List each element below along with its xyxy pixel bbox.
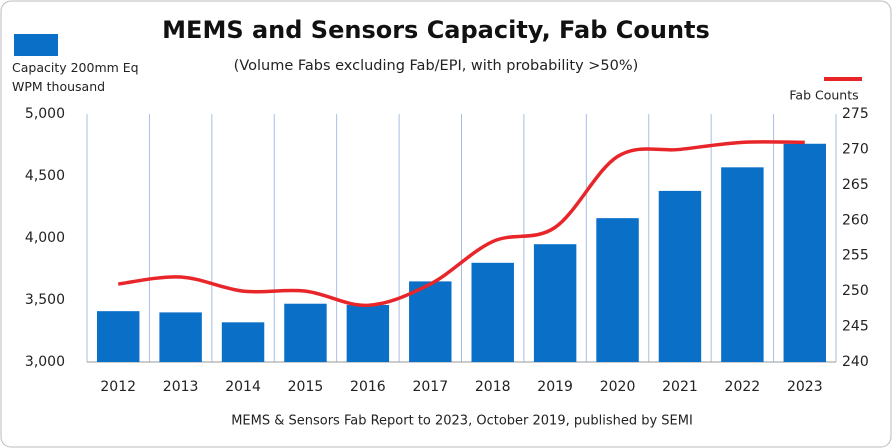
x-tick-label: 2022: [725, 379, 761, 395]
y-tick-label: 5,000: [25, 106, 65, 122]
x-tick-label: 2014: [225, 379, 261, 395]
y2-tick-label: 245: [842, 319, 869, 335]
x-tick-label: 2017: [412, 379, 448, 395]
y-tick-label: 3,500: [25, 292, 65, 308]
y-tick-label: 4,000: [25, 230, 65, 246]
y2-tick-label: 250: [842, 283, 869, 299]
x-tick-label: 2021: [662, 379, 698, 395]
y2-tick-label: 255: [842, 248, 869, 264]
y2-tick-label: 265: [842, 177, 869, 193]
x-tick-label: 2018: [475, 379, 511, 395]
chart-subtitle: (Volume Fabs excluding Fab/EPI, with pro…: [234, 58, 639, 74]
legend-label: Fab Counts: [789, 88, 858, 103]
chart-title: MEMS and Sensors Capacity, Fab Counts: [162, 16, 710, 44]
bar: [471, 262, 514, 362]
bar: [783, 143, 827, 362]
x-tick-label: 2023: [787, 379, 823, 395]
x-tick-label: 2015: [288, 379, 324, 395]
x-tick-label: 2013: [163, 379, 199, 395]
x-tick-label: 2020: [600, 379, 636, 395]
bar: [596, 218, 639, 362]
y2-tick-label: 270: [842, 141, 869, 157]
y2-tick-label: 275: [842, 106, 869, 122]
y2-tick-label: 260: [842, 212, 869, 228]
bar: [533, 244, 577, 362]
x-tick-label: 2012: [100, 379, 136, 395]
y-tick-label: 3,000: [25, 354, 65, 370]
y2-tick-label: 240: [842, 354, 869, 370]
line: [117, 140, 805, 308]
legend-swatch: [14, 34, 58, 56]
bar: [721, 167, 764, 362]
x-tick-label: 2019: [537, 379, 573, 395]
bar: [96, 311, 140, 362]
bar: [159, 312, 202, 362]
source-note: MEMS & Sensors Fab Report to 2023, Octob…: [231, 414, 693, 429]
x-tick-label: 2016: [350, 379, 386, 395]
bar: [284, 303, 327, 362]
bar: [221, 322, 265, 362]
bar: [658, 190, 702, 362]
bar: [409, 281, 452, 362]
bar: [346, 304, 390, 362]
y-tick-label: 4,500: [25, 168, 65, 184]
legend-label: Capacity 200mm Eq WPM thousand: [12, 60, 139, 94]
